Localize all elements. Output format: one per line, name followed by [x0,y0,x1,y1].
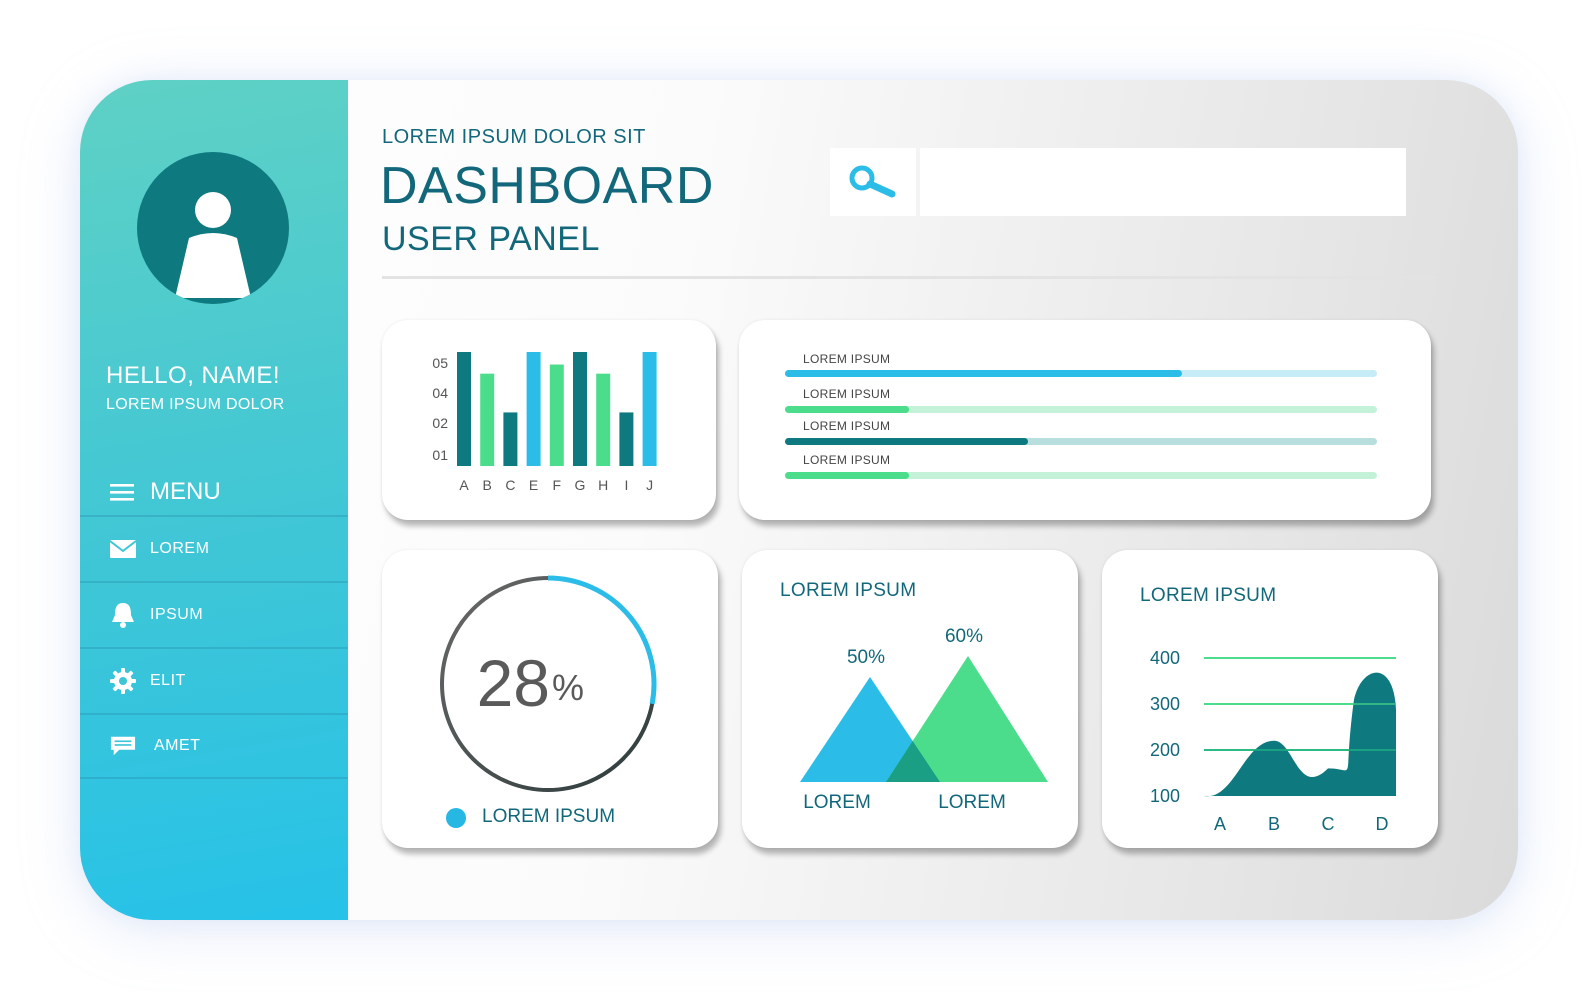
menu-item-ipsum[interactable]: IPSUM [80,581,348,647]
triangle-chart: 50% LOREM 60% LOREM [800,626,1048,813]
y-tick-label: 100 [1150,786,1180,806]
x-tick-label: C [505,477,515,493]
y-tick-label: 300 [1150,694,1180,714]
search-icon [849,165,896,198]
greeting-subtitle: LOREM IPSUM DOLOR [106,396,285,413]
bar [619,412,634,466]
page-subtitle: USER PANEL [382,220,600,258]
x-tick-label: F [553,477,562,493]
bar [596,373,611,466]
donut-unit: % [552,667,584,708]
menu-item-label: ELIT [150,672,186,689]
area-series [1204,672,1396,797]
progress-bar [785,406,1377,413]
bar [549,364,564,466]
bar-chart-card: A B C E F G H I J 01 02 04 05 [382,320,716,520]
search-input[interactable] [920,148,1406,216]
menu-item-label: LOREM [150,540,210,557]
data-label: 60% [945,626,983,647]
x-tick-label: LOREM [803,792,871,813]
header-divider [382,276,1436,279]
menu-list: LOREM IPSUM [80,515,348,779]
x-tick-label: LOREM [938,792,1006,813]
triangle-overlap [886,741,940,782]
triangle-mark [886,656,1048,782]
donut-progress-arc [547,575,657,705]
bar [642,352,657,466]
x-tick-label: A [1214,814,1226,834]
progress-bar [785,472,1377,479]
progress-fill [785,370,1182,377]
data-label: 50% [847,647,885,668]
progress-fill [785,438,1028,445]
x-tick-label: C [1322,814,1335,834]
menu-toggle[interactable]: MENU [110,478,221,506]
search-button[interactable] [830,148,916,216]
card-title: LOREM IPSUM [780,580,917,601]
bar-chart: A B C E F G H I J 01 02 04 05 [432,352,657,493]
progress-card: LOREM IPSUM LOREM IPSUM LOREM IPSUM LORE… [739,320,1431,520]
legend-dot [446,808,466,828]
y-tick-label: 02 [432,415,448,431]
x-tick-label: D [1376,814,1389,834]
bar [573,352,587,466]
menu-item-amet[interactable]: AMET [80,713,348,779]
bar [526,352,541,466]
donut-chart: 28 % [440,575,657,792]
progress-label: LOREM IPSUM [803,453,891,467]
menu-item-elit[interactable]: ELIT [80,647,348,713]
bar [503,412,518,466]
menu-label: MENU [150,478,221,505]
dashboard-window: HELLO, NAME! LOREM IPSUM DOLOR MENU LORE… [80,80,1518,920]
area-chart: 400 300 200 100 A B C D [1150,648,1396,834]
bell-icon [110,602,136,628]
area-chart-card: LOREM IPSUM 400 300 200 100 A B C D [1102,550,1438,848]
card-title: LOREM IPSUM [1140,585,1277,606]
y-tick-label: 200 [1150,740,1180,760]
triangle-chart-card: LOREM IPSUM 50% LOREM 60% LOREM [742,550,1078,848]
greeting: HELLO, NAME! [106,362,281,389]
message-icon [110,733,136,759]
page-kicker: LOREM IPSUM DOLOR SIT [382,126,646,148]
y-tick-label: 05 [432,355,448,371]
x-tick-label: A [459,477,469,493]
y-tick-label: 04 [432,385,448,401]
menu-item-label: IPSUM [150,606,204,623]
legend-label: LOREM IPSUM [482,806,616,827]
bar [457,352,471,466]
x-tick-label: I [624,477,628,493]
hamburger-icon [110,484,134,501]
progress-label: LOREM IPSUM [803,387,891,401]
donut-value: 28 [477,646,550,720]
x-tick-label: E [529,477,538,493]
progress-fill [785,472,910,479]
donut-card: 28 % LOREM IPSUM [382,550,718,848]
user-icon [175,192,251,298]
progress-fill [785,406,910,413]
x-tick-label: G [575,477,586,493]
gear-icon [110,668,136,694]
avatar[interactable] [137,152,289,304]
menu-item-label: AMET [154,737,201,754]
progress-label: LOREM IPSUM [803,419,891,433]
page-title: DASHBOARD [380,157,714,215]
y-tick-label: 400 [1150,648,1180,668]
progress-bar [785,370,1377,377]
mail-icon [110,536,136,562]
x-tick-label: B [483,477,492,493]
x-tick-label: B [1268,814,1280,834]
sidebar: HELLO, NAME! LOREM IPSUM DOLOR MENU LORE… [80,80,348,920]
progress-label: LOREM IPSUM [803,352,891,366]
x-tick-label: H [598,477,608,493]
x-tick-label: J [646,477,653,493]
progress-bar [785,438,1377,445]
bar [480,373,495,466]
menu-item-lorem[interactable]: LOREM [80,515,348,581]
y-tick-label: 01 [432,447,448,463]
